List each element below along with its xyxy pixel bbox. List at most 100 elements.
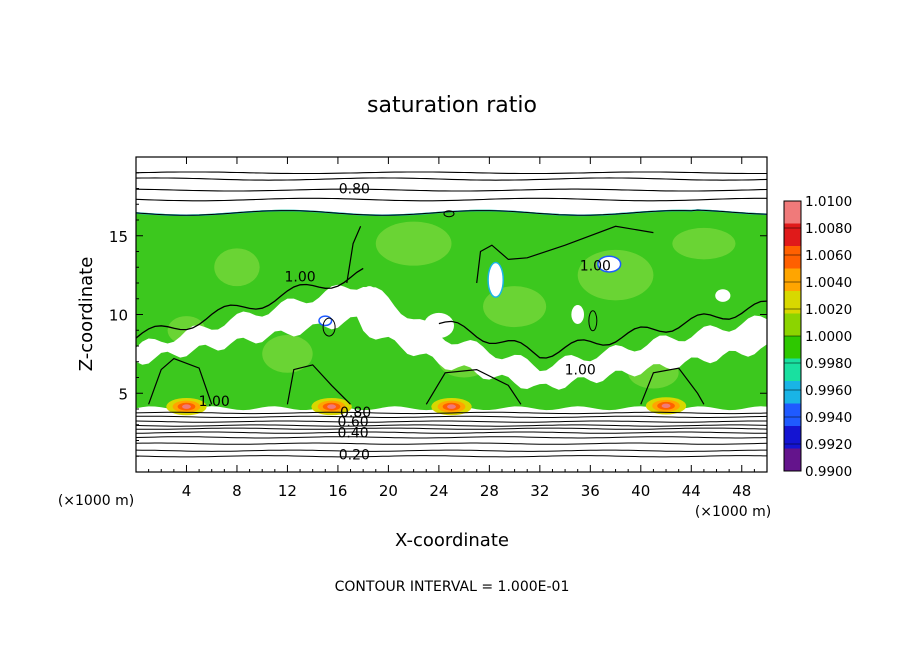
colorbar-label: 1.0040	[805, 275, 852, 291]
x-axis: 4 8 12 16 20 24 28 32 36 40 44 48	[148, 157, 755, 500]
isoline-1.00	[148, 357, 213, 405]
isoline-lower	[136, 415, 767, 418]
colorbar-swatch	[784, 381, 801, 404]
isoline-lower	[136, 442, 767, 445]
isoline-lower	[136, 431, 767, 434]
isoline-lower	[136, 411, 767, 415]
x-tick-label: 20	[379, 482, 398, 500]
isoline-1.00	[476, 225, 654, 284]
colorbar-swatch	[784, 201, 801, 224]
isoline-loop	[588, 310, 598, 332]
colorbar-label: 1.0060	[805, 248, 852, 264]
y-tick-label: 15	[109, 228, 128, 246]
warm-core	[327, 404, 337, 409]
colorbar-swatch	[784, 291, 801, 314]
colorbar-label: 1.0020	[805, 302, 852, 318]
contour-lines	[136, 171, 767, 458]
hole-edge	[318, 315, 333, 327]
colorbar: 1.0100 1.0080 1.0060 1.0040 1.0020 1.0000 0.99…	[783, 194, 852, 480]
x-tick-label: 40	[631, 482, 650, 500]
colorbar-swatch	[784, 268, 801, 292]
colorbar-swatch	[784, 448, 801, 472]
saturation-field	[136, 209, 767, 416]
isoline-lower	[136, 427, 767, 430]
colorbar-label: 0.9920	[805, 437, 852, 453]
field-hole	[571, 305, 585, 324]
colorbar-label: 1.0080	[805, 221, 852, 237]
hole-edge	[487, 261, 504, 298]
isoline-lower	[136, 455, 767, 458]
isoline-1.00	[640, 367, 705, 405]
colorbar-label: 1.0100	[805, 194, 852, 210]
colorbar-swatch	[784, 336, 801, 359]
contour-label: 0.20	[339, 448, 370, 464]
field-patch	[262, 334, 313, 373]
colorbar-swatch	[784, 358, 801, 382]
y-tick-label: 10	[109, 307, 128, 325]
isoline-upper	[136, 188, 767, 192]
isoline-1.00	[286, 364, 351, 405]
colorbar-label: 0.9940	[805, 410, 852, 426]
z-axis-unit: (×1000 m)	[58, 493, 134, 509]
isoline-upper	[136, 171, 767, 175]
isoline-lower	[136, 436, 767, 439]
contour-label: 1.00	[284, 270, 315, 286]
x-tick-label: 16	[328, 482, 347, 500]
isoline-1.00	[425, 368, 522, 405]
isoline-lower	[136, 449, 767, 452]
x-tick-label: 32	[530, 482, 549, 500]
contour-label: 0.80	[340, 405, 371, 421]
colorbar-label: 0.9980	[805, 356, 852, 372]
field-patch	[672, 227, 736, 260]
colorbar-swatch	[784, 403, 801, 427]
x-tick-label: 48	[732, 482, 751, 500]
y-axis: 5 10 15	[109, 172, 767, 457]
warm-core	[182, 404, 191, 409]
colorbar-swatch	[784, 246, 801, 269]
x-tick-label: 12	[278, 482, 297, 500]
x-tick-label: 44	[682, 482, 701, 500]
colorbar-label: 1.0000	[805, 329, 852, 345]
field-patch	[214, 248, 260, 287]
warm-core	[661, 403, 671, 409]
subsaturated-band	[136, 284, 767, 390]
isoline-1.00	[136, 267, 364, 339]
y-axis-label: Z-coordinate	[76, 257, 97, 372]
isoline-lower	[136, 424, 767, 427]
warm-core	[447, 404, 456, 409]
x-axis-unit: (×1000 m)	[695, 504, 771, 520]
field-hole	[715, 289, 731, 302]
contour-label: 1.00	[580, 259, 611, 275]
field-hole	[597, 256, 621, 272]
chart-title: saturation ratio	[367, 93, 537, 118]
isoline-1.00	[346, 226, 362, 284]
isoline-upper	[136, 177, 767, 181]
isoline-loop	[322, 317, 336, 337]
field-hole	[423, 312, 455, 339]
colorbar-swatch	[784, 426, 801, 449]
contour-label: 0.40	[337, 426, 368, 442]
field-hole	[361, 286, 378, 306]
colorbar-swatch	[784, 313, 801, 337]
field-hole	[488, 262, 504, 298]
x-axis-label: X-coordinate	[395, 530, 509, 551]
isoline-1.00	[438, 300, 767, 359]
x-tick-label: 8	[232, 482, 242, 500]
contour-interval-note: CONTOUR INTERVAL = 1.000E-01	[335, 579, 570, 595]
contour-label: 0.60	[337, 415, 368, 431]
isoline-loop	[443, 210, 455, 218]
hole-edge	[597, 255, 622, 273]
contour-label: 0.80	[339, 182, 370, 198]
field-patch	[577, 249, 654, 301]
colorbar-label: 0.9900	[805, 464, 852, 480]
x-tick-label: 36	[581, 482, 600, 500]
colorbar-label: 0.9960	[805, 383, 852, 399]
contour-label: 1.00	[199, 394, 230, 410]
x-tick-label: 4	[182, 482, 192, 500]
colorbar-swatch	[784, 223, 801, 247]
x-tick-label: 24	[429, 482, 448, 500]
isoline-lower	[136, 420, 767, 423]
isoline-cloud-top	[136, 209, 767, 216]
isoline-upper	[136, 197, 767, 202]
